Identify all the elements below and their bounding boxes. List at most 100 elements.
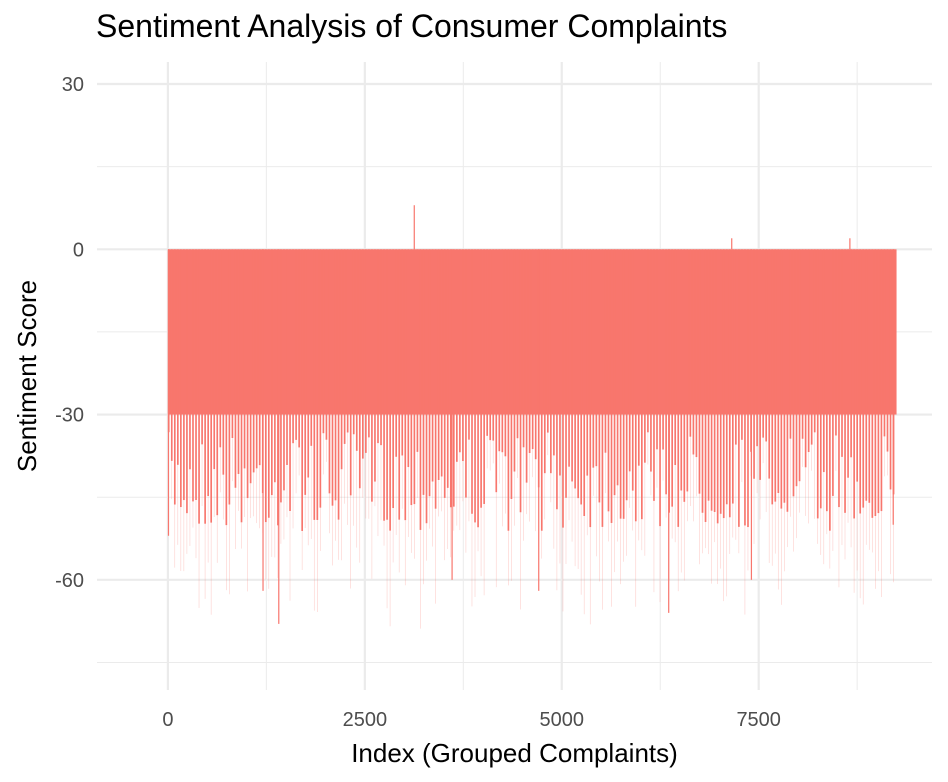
bar-faint xyxy=(256,468,257,524)
bar xyxy=(631,249,634,491)
bar-faint xyxy=(177,464,179,545)
bar xyxy=(644,249,646,463)
bar-faint xyxy=(283,490,285,540)
bar-faint xyxy=(250,483,251,519)
bar-faint xyxy=(356,450,358,548)
bar xyxy=(741,249,743,440)
bar xyxy=(416,249,419,452)
bar-faint xyxy=(881,511,882,598)
bar-notable xyxy=(538,249,540,591)
bar xyxy=(310,249,313,446)
bar xyxy=(771,249,774,505)
bar xyxy=(562,249,564,528)
bar-faint xyxy=(429,496,430,529)
bar-faint xyxy=(893,494,894,583)
bar-faint xyxy=(887,451,888,476)
bar-faint xyxy=(498,451,500,484)
bar-faint xyxy=(447,487,449,549)
bar xyxy=(783,249,786,503)
bar xyxy=(198,249,200,524)
bar xyxy=(410,249,413,506)
bar-faint xyxy=(468,439,470,522)
bar-faint xyxy=(777,493,779,590)
bar xyxy=(343,249,346,444)
bar-faint xyxy=(268,517,270,589)
bar-faint xyxy=(577,498,579,569)
bar xyxy=(556,249,558,510)
bar xyxy=(531,249,534,450)
bar xyxy=(519,249,522,513)
bar-faint xyxy=(450,507,452,558)
bar-faint xyxy=(805,467,806,516)
bar-faint xyxy=(295,439,297,494)
bar xyxy=(325,249,328,440)
bar-faint xyxy=(605,452,606,494)
bar xyxy=(559,249,561,476)
bar xyxy=(571,249,573,482)
bar xyxy=(798,249,801,482)
bar xyxy=(483,249,485,504)
bar xyxy=(392,249,394,509)
bar-faint xyxy=(583,515,585,615)
bar xyxy=(449,249,452,508)
bar xyxy=(586,249,589,476)
bar-faint xyxy=(456,461,458,526)
bar-faint xyxy=(398,519,400,573)
bar xyxy=(437,249,440,480)
bar-faint xyxy=(586,475,588,536)
bar xyxy=(368,249,370,438)
chart-title: Sentiment Analysis of Consumer Complaint… xyxy=(96,8,728,44)
bar xyxy=(489,249,492,441)
bar xyxy=(225,249,228,526)
bar xyxy=(213,249,216,470)
bar-faint xyxy=(271,495,273,557)
bar-faint xyxy=(222,474,224,520)
bar-notable xyxy=(731,238,733,250)
bar-faint xyxy=(426,523,427,561)
bar-faint xyxy=(274,482,276,558)
bar-faint xyxy=(401,455,403,509)
bar-faint xyxy=(620,518,621,585)
bar xyxy=(804,249,807,468)
bar xyxy=(543,249,546,474)
bar-faint xyxy=(526,482,527,515)
bar xyxy=(395,249,398,457)
bar-faint xyxy=(480,507,482,577)
bar xyxy=(550,249,552,474)
bar-faint xyxy=(350,495,351,589)
bar xyxy=(271,249,273,496)
bar xyxy=(237,249,240,474)
bar xyxy=(683,249,686,502)
bar-faint xyxy=(865,500,867,545)
bar-faint xyxy=(383,520,385,546)
bar-faint xyxy=(878,513,879,572)
bar-faint xyxy=(862,507,864,605)
bar xyxy=(298,249,300,448)
bar xyxy=(240,249,243,523)
bar xyxy=(407,249,410,468)
bar-faint xyxy=(732,503,734,538)
bar xyxy=(753,249,755,479)
bar xyxy=(841,249,843,457)
bar-faint xyxy=(699,493,700,565)
bar xyxy=(243,249,246,469)
bar-faint xyxy=(562,527,564,612)
bar xyxy=(525,249,528,483)
bar-faint xyxy=(596,466,597,557)
bar-faint xyxy=(335,500,336,541)
bar xyxy=(234,249,237,488)
bar xyxy=(283,249,285,491)
bar xyxy=(346,249,349,433)
bar xyxy=(377,249,379,444)
bar-faint xyxy=(483,503,485,596)
bar xyxy=(452,249,455,507)
bar-faint xyxy=(414,504,415,559)
bar-faint xyxy=(753,478,755,544)
bar xyxy=(704,249,707,522)
bar xyxy=(401,249,404,456)
bar-faint xyxy=(486,435,488,469)
bar-faint xyxy=(674,465,676,543)
bar xyxy=(832,249,834,496)
bar xyxy=(565,249,567,498)
